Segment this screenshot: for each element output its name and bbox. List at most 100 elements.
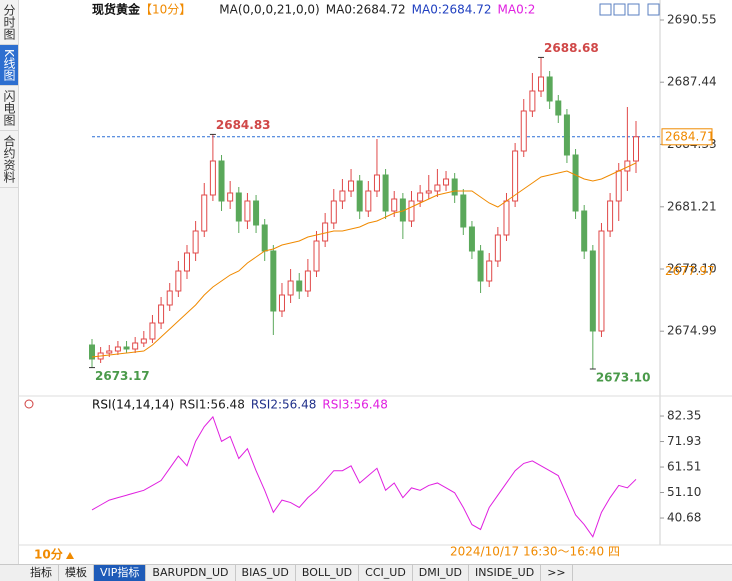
candle-body	[140, 338, 147, 344]
candle-body	[322, 222, 329, 242]
candle-body	[434, 184, 441, 192]
chart-title: 现货黄金	[92, 2, 141, 17]
candle-body	[529, 90, 536, 112]
candle-body	[512, 150, 519, 202]
candle-body	[417, 192, 424, 202]
extreme-label: 2688.68	[544, 41, 599, 55]
candle-body	[468, 226, 475, 252]
icon[interactable]	[647, 3, 660, 16]
legend-entry: MA0:2684.72	[412, 3, 492, 17]
candle-body	[218, 160, 225, 202]
tab[interactable]: BIAS_UD	[236, 565, 296, 581]
y-tick-label: 2678.10	[667, 262, 717, 276]
candle-body	[408, 200, 415, 222]
candle-body	[209, 160, 216, 196]
tab[interactable]: 模板	[59, 565, 94, 581]
candle-body	[538, 76, 545, 92]
legend-entry: RSI2:56.48	[251, 398, 317, 412]
candle-body	[253, 200, 260, 226]
extreme-label: 2673.10	[596, 371, 651, 385]
tab[interactable]: CCI_UD	[359, 565, 413, 581]
icon[interactable]	[627, 3, 640, 16]
icon[interactable]	[599, 3, 612, 16]
candle-body	[149, 322, 156, 340]
candle-body	[477, 250, 484, 282]
tab[interactable]: >>	[541, 565, 573, 581]
candle-body	[555, 100, 562, 116]
candle-body	[443, 178, 450, 186]
y-tick-label: 51.10	[667, 485, 701, 499]
tab[interactable]: VIP指标	[94, 565, 147, 581]
legend-entry: RSI1:56.48	[179, 398, 245, 412]
candle-body	[365, 190, 372, 212]
tab[interactable]: BARUPDN_UD	[146, 565, 236, 581]
candle-body	[227, 192, 234, 202]
legend-entry: MA0:2684.72	[326, 3, 406, 17]
candle-body	[339, 190, 346, 202]
candle-body	[278, 294, 285, 312]
candle-body	[175, 270, 182, 292]
time-label: 2024/10/17 16:30～16:40 四	[450, 545, 620, 559]
candle-body	[572, 154, 579, 212]
rsi-line	[91, 415, 637, 538]
candle-body	[132, 342, 139, 350]
candle-body	[633, 136, 640, 162]
sidebar-tab[interactable]: 闪电图	[0, 86, 18, 131]
y-tick-label: 71.93	[667, 434, 701, 448]
candle-body	[244, 200, 251, 222]
y-tick-label: 2687.44	[667, 75, 717, 89]
candle-body	[356, 180, 363, 212]
candle-body	[494, 234, 501, 262]
candle-body	[114, 346, 121, 352]
legend-entry: MA(0,0,0,21,0,0)	[219, 3, 319, 17]
candle-body	[598, 230, 605, 332]
extreme-label: 2673.17	[95, 369, 150, 383]
candle-body	[382, 174, 389, 212]
candle-body	[503, 200, 510, 236]
candle-body	[348, 180, 355, 192]
candle-body	[158, 304, 165, 324]
tab[interactable]: INSIDE_UD	[469, 565, 542, 581]
candle-body	[235, 192, 242, 222]
toolbar-icons	[24, 3, 660, 409]
y-tick-label: 2690.55	[667, 13, 717, 27]
candle-body	[106, 350, 113, 354]
last-price-label: 2684.71	[665, 129, 715, 143]
y-tick-label: 61.51	[667, 460, 701, 474]
y-tick-label: 2674.99	[667, 324, 717, 338]
tab-bar: 指标 模板 VIP指标 BARUPDN_UD BIAS_UD BOLL_UD C…	[0, 564, 732, 581]
tab[interactable]: 指标	[24, 565, 59, 581]
candle-body	[607, 200, 614, 232]
sidebar-tab[interactable]: 合约资料	[0, 131, 18, 188]
candle-body	[460, 194, 467, 228]
candle-body	[520, 110, 527, 152]
candle-body	[89, 344, 95, 360]
candle-body	[192, 230, 199, 254]
icon[interactable]	[24, 399, 34, 409]
chart-title: RSI(14,14,14)	[92, 398, 174, 412]
tab[interactable]: BOLL_UD	[296, 565, 360, 581]
y-tick-label: 40.68	[667, 511, 701, 525]
sidebar: 分时图 K线图 闪电图 合约资料	[0, 0, 19, 565]
candle-body	[451, 178, 458, 196]
candle-body	[313, 240, 320, 272]
sidebar-tab[interactable]: 分时图	[0, 0, 18, 45]
period-label: 10分	[34, 547, 63, 562]
candle-body	[183, 252, 190, 272]
ma-line	[91, 162, 637, 358]
candle-body	[201, 194, 208, 232]
candle-body	[546, 76, 553, 102]
arrow-icon	[66, 552, 74, 559]
tab[interactable]: DMI_UD	[413, 565, 470, 581]
y-tick-label: 2681.21	[667, 199, 717, 213]
candle-body	[589, 250, 596, 332]
icon[interactable]	[613, 3, 626, 16]
candle-body	[330, 200, 337, 224]
last-price-box	[661, 128, 713, 146]
candle-body	[486, 260, 493, 282]
extreme-label: 2684.83	[216, 118, 271, 132]
candle-body	[425, 190, 432, 194]
sidebar-tab[interactable]: K线图	[0, 45, 18, 86]
candle-body	[373, 174, 380, 192]
y-tick-label: 82.35	[667, 409, 701, 423]
